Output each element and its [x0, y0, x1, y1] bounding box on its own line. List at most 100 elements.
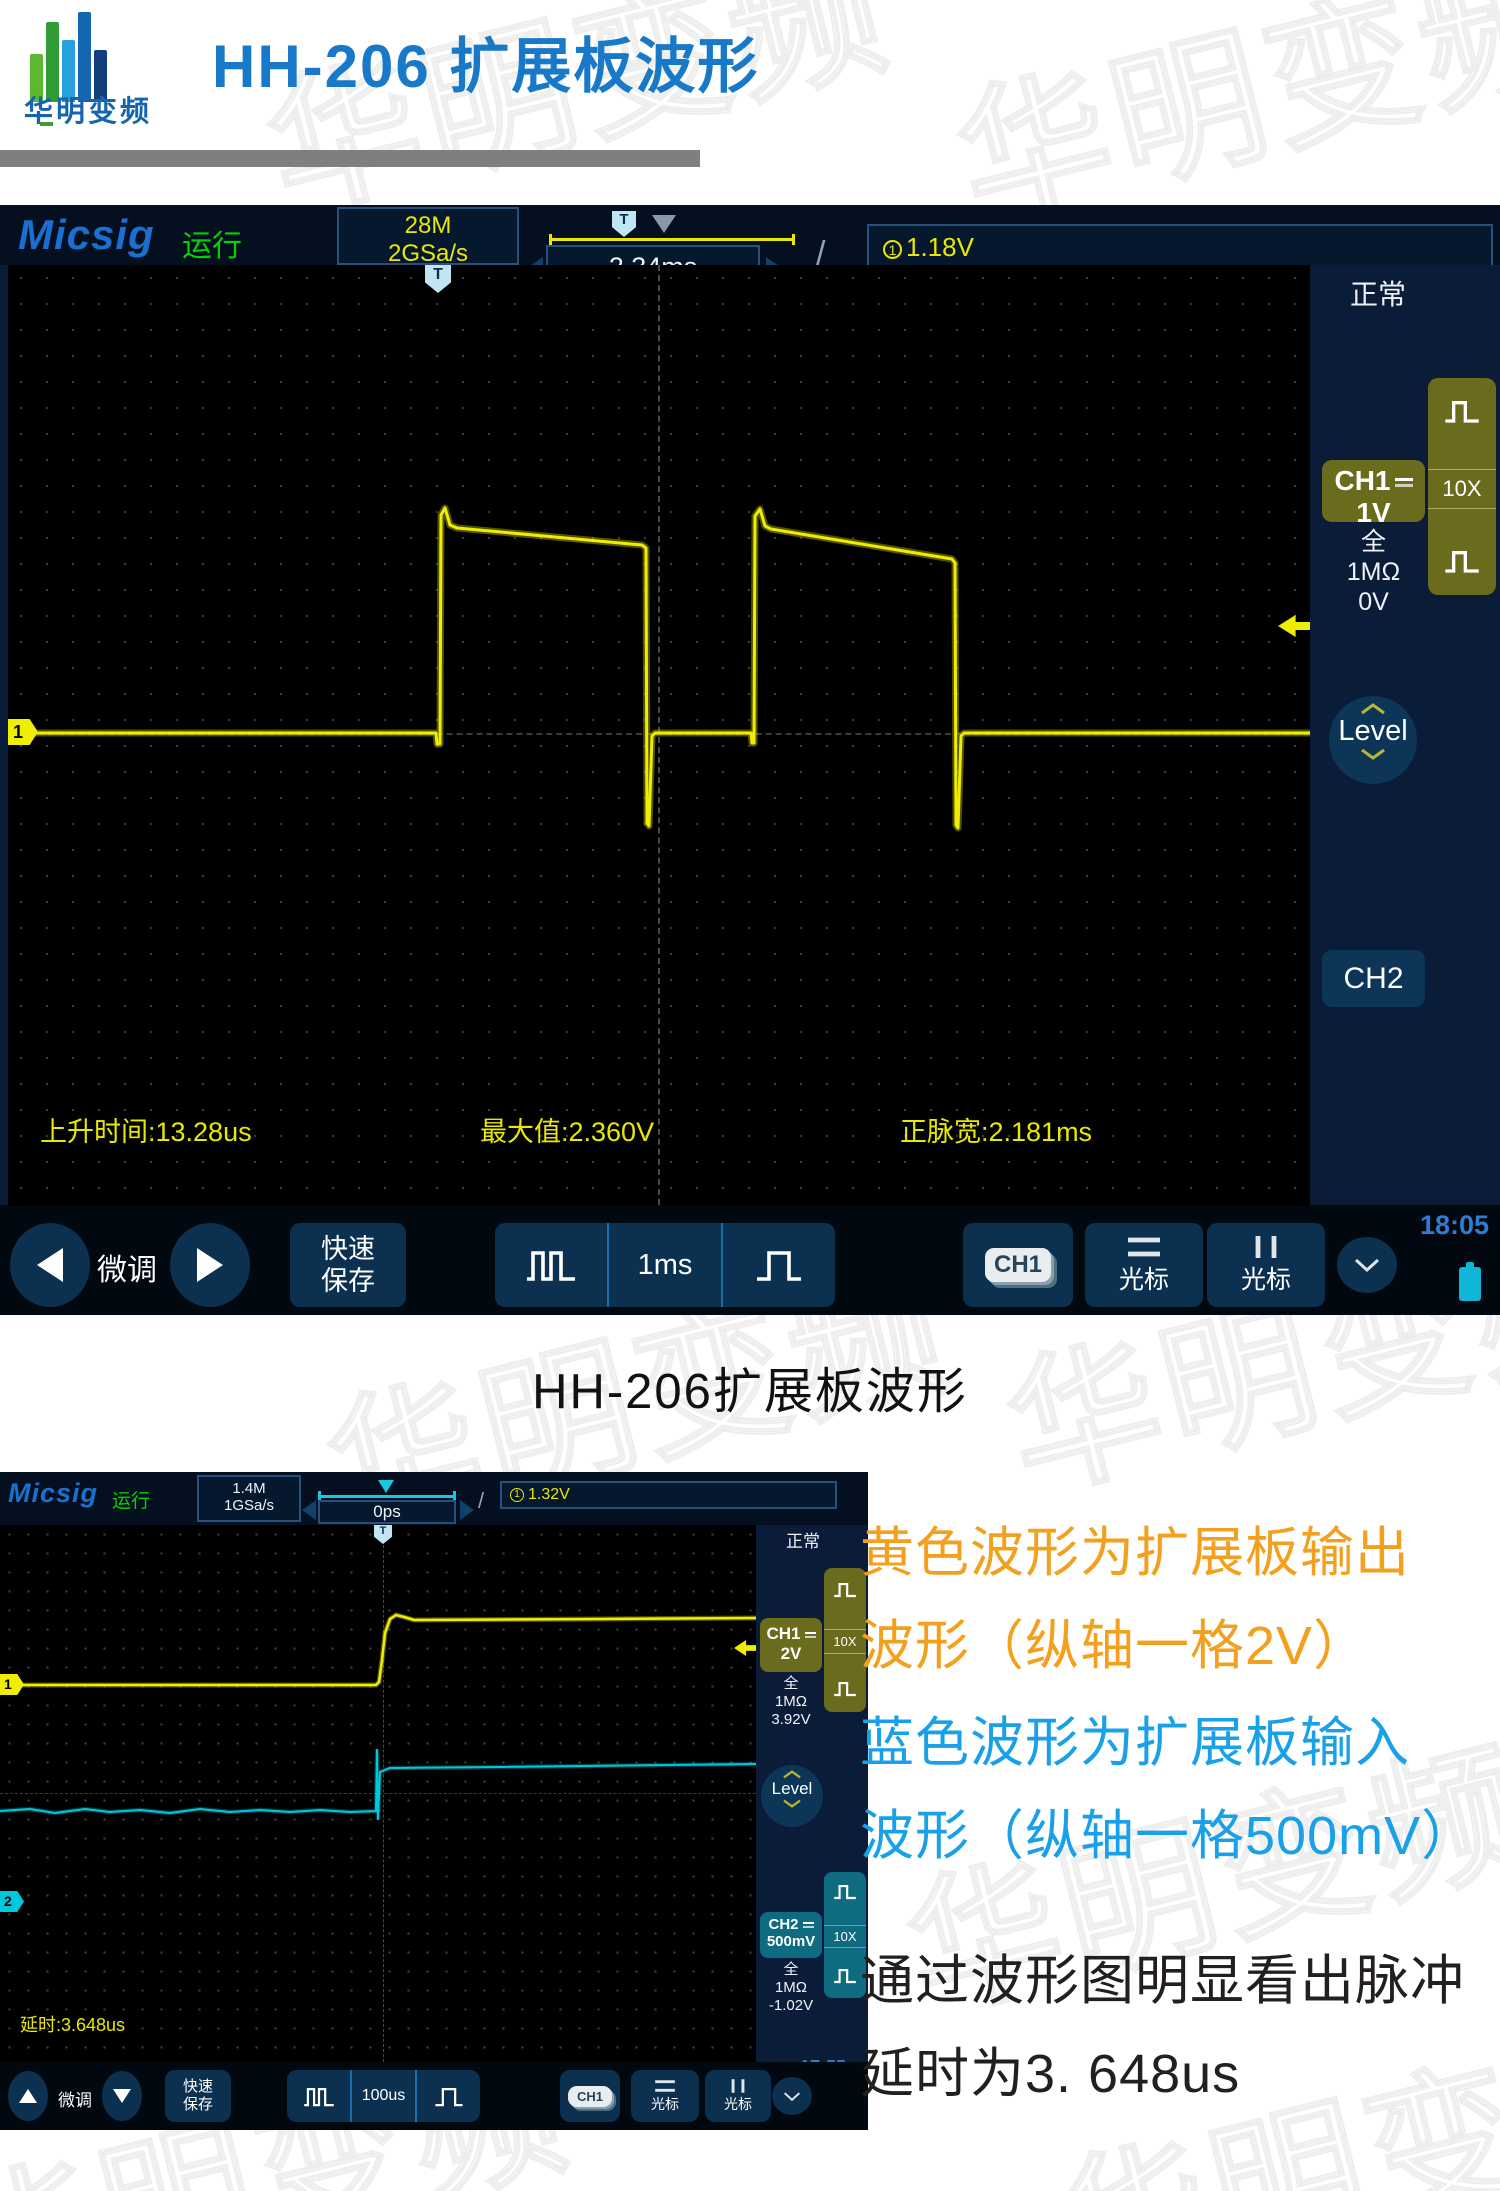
fine-tune-down-button[interactable] — [102, 2071, 142, 2121]
quick-save-line2: 保存 — [182, 2096, 213, 2113]
acquisition-info-box[interactable]: 28M 2GSa/s — [337, 207, 519, 267]
ch2-probe-column[interactable]: 10X — [824, 1872, 866, 1998]
collapse-toolbar-button[interactable] — [1337, 1237, 1397, 1293]
timebase-right-arrow[interactable] — [460, 1500, 474, 1520]
ch2-name: CH2 — [768, 1916, 799, 1933]
cursor-horizontal-button[interactable]: 光标 — [1085, 1223, 1203, 1307]
ch2-button[interactable]: CH2 — [1322, 950, 1425, 1007]
active-channel-button[interactable]: CH1 — [560, 2070, 620, 2122]
ch1-trace-glow — [8, 504, 1310, 832]
window-trigger-marker[interactable]: T — [612, 211, 636, 237]
ch1-scale: 1V — [1356, 497, 1391, 529]
timebase-value[interactable]: 1ms — [607, 1223, 721, 1307]
ch1-button[interactable]: CH1 1V — [1322, 460, 1425, 528]
ch1-position-marker[interactable]: 1 — [0, 1674, 24, 1695]
active-channel-button[interactable]: CH1 — [963, 1223, 1073, 1307]
ch1-button[interactable]: CH1 2V — [760, 1618, 822, 1672]
ch1-trace — [0, 1613, 756, 1687]
ch1-scale: 2V — [780, 1643, 802, 1663]
quick-save-line1: 快速 — [321, 1233, 375, 1264]
fine-tune-next-button[interactable] — [170, 1223, 250, 1307]
scope1-right-panel: 正常 10X CH1 1V 全 1MΩ 0V Level — [1310, 265, 1500, 1205]
ch1-offset: 0V — [1358, 588, 1389, 616]
acquire-mode: 正常 — [786, 1532, 820, 1551]
memory-depth: 28M — [404, 212, 452, 239]
ch1-impedance: 1MΩ — [1346, 558, 1401, 586]
trigger-channel-icon: 1 — [510, 1487, 524, 1502]
trigger-level-button[interactable]: Level — [1329, 696, 1417, 784]
trigger-level-box[interactable]: 1 1.32V — [500, 1481, 837, 1509]
ch2-probe-factor[interactable]: 10X — [824, 1924, 866, 1948]
scope2-display: T 1 2 延时:3.648us — [0, 1525, 756, 2062]
sample-rate: 1GSa/s — [223, 1497, 275, 1515]
micsig-logo: Micsig — [18, 211, 155, 258]
ch2-trace — [0, 1748, 756, 1821]
waveforms — [0, 1612, 756, 1821]
annotation-blue: 蓝色波形为扩展板输入 波形（纵轴一格500mV） — [860, 1698, 1476, 1870]
zoom-in-pulse-button[interactable] — [721, 1223, 835, 1307]
page-title: HH-206 扩展板波形 — [212, 33, 760, 100]
window-center-marker[interactable] — [378, 1480, 394, 1493]
zoom-in-pulse-button[interactable] — [415, 2070, 480, 2122]
ch1-waveform — [8, 504, 1310, 832]
ch2-offset: -1.02V — [768, 1997, 814, 2014]
quick-save-button[interactable]: 快速 保存 — [165, 2070, 231, 2122]
right-triangle-icon — [197, 1248, 223, 1282]
annotation-blue-line2: 波形（纵轴一格500mV） — [860, 1806, 1477, 1866]
pulse-train-icon — [303, 2087, 334, 2106]
ch1-probe-factor[interactable]: 10X — [824, 1629, 866, 1654]
trigger-level-button[interactable]: Level — [761, 1765, 823, 1827]
zoom-out-pulses-button[interactable] — [495, 1223, 607, 1307]
zoom-out-pulses-button[interactable] — [287, 2070, 350, 2122]
trigger-slope-icon[interactable]: / — [478, 1488, 485, 1513]
cursor-vertical-button[interactable]: 光标 — [705, 2070, 771, 2122]
ch1-probe-factor[interactable]: 10X — [1428, 468, 1496, 509]
quick-save-button[interactable]: 快速 保存 — [290, 1223, 406, 1307]
ch2-position-marker[interactable]: 2 — [0, 1891, 24, 1912]
level-label: Level — [771, 1779, 813, 1798]
trigger-slope-icon[interactable]: / — [816, 235, 826, 273]
vertical-cursors-icon — [1255, 1236, 1277, 1258]
company-logo-icon — [30, 10, 160, 126]
timebase-value[interactable]: 100us — [350, 2070, 415, 2122]
ch1-bandwidth: 全 — [1360, 528, 1386, 556]
ch1-probe-column[interactable]: 10X — [1428, 378, 1496, 595]
fine-tune-prev-button[interactable] — [10, 1223, 90, 1307]
measurement-rise-time: 上升时间:13.28us — [40, 1117, 252, 1147]
ch1-name: CH1 — [1334, 465, 1391, 496]
ch1-probe-column[interactable]: 10X — [824, 1568, 866, 1712]
timebase-window-box[interactable]: 0ps — [318, 1500, 456, 1524]
ch2-bandwidth: 全 — [783, 1961, 799, 1978]
ch2-input-info: 全 1MΩ -1.02V — [760, 1961, 822, 2015]
ch2-scale: 500mV — [766, 1933, 816, 1951]
sample-rate: 2GSa/s — [387, 239, 469, 267]
scope2-topbar: Micsig 运行 1.4M 1GSa/s 0ps / 1 1.32V — [0, 1472, 868, 1525]
ch2-impedance: 1MΩ — [774, 1979, 808, 1996]
annotation-black-line2: 延时为3. 648us — [860, 2044, 1241, 2104]
fine-tune-up-button[interactable] — [8, 2071, 48, 2121]
ch2-label: CH2 — [1343, 962, 1404, 995]
cursor-horizontal-button[interactable]: 光标 — [631, 2070, 699, 2122]
trigger-position-marker[interactable]: T — [374, 1525, 392, 1544]
trigger-level-box[interactable]: 1 1.18V — [867, 224, 1493, 267]
pulse-icon — [824, 1679, 866, 1712]
acquisition-info-box[interactable]: 1.4M 1GSa/s — [197, 1475, 301, 1522]
acquire-mode: 正常 — [1350, 279, 1407, 310]
timebase-left-arrow[interactable] — [302, 1500, 316, 1520]
ch2-button[interactable]: CH2 500mV — [760, 1912, 822, 1958]
pulse-icon — [757, 1251, 801, 1281]
chevron-down-icon — [783, 2091, 801, 2101]
horizontal-cursors-icon — [1128, 1237, 1160, 1257]
annotation-yellow-line2: 波形（纵轴一格2V） — [860, 1616, 1369, 1676]
ch1-offset: 3.92V — [771, 1711, 811, 1728]
ch1-trace-glow — [0, 1612, 756, 1688]
measurement-max: 最大值:2.360V — [480, 1117, 655, 1147]
window-center-marker[interactable] — [652, 215, 676, 233]
cursor-vertical-button[interactable]: 光标 — [1207, 1223, 1325, 1307]
window-time: 0ps — [373, 1502, 401, 1521]
collapse-toolbar-button[interactable] — [772, 2077, 812, 2115]
level-label: Level — [1338, 715, 1408, 747]
annotation-black: 通过波形图明显看出脉冲 延时为3. 648us — [860, 1936, 1465, 2108]
scope2-right-panel: 正常 10X CH1 2V 全 1MΩ 3.92V Le — [756, 1525, 868, 2062]
